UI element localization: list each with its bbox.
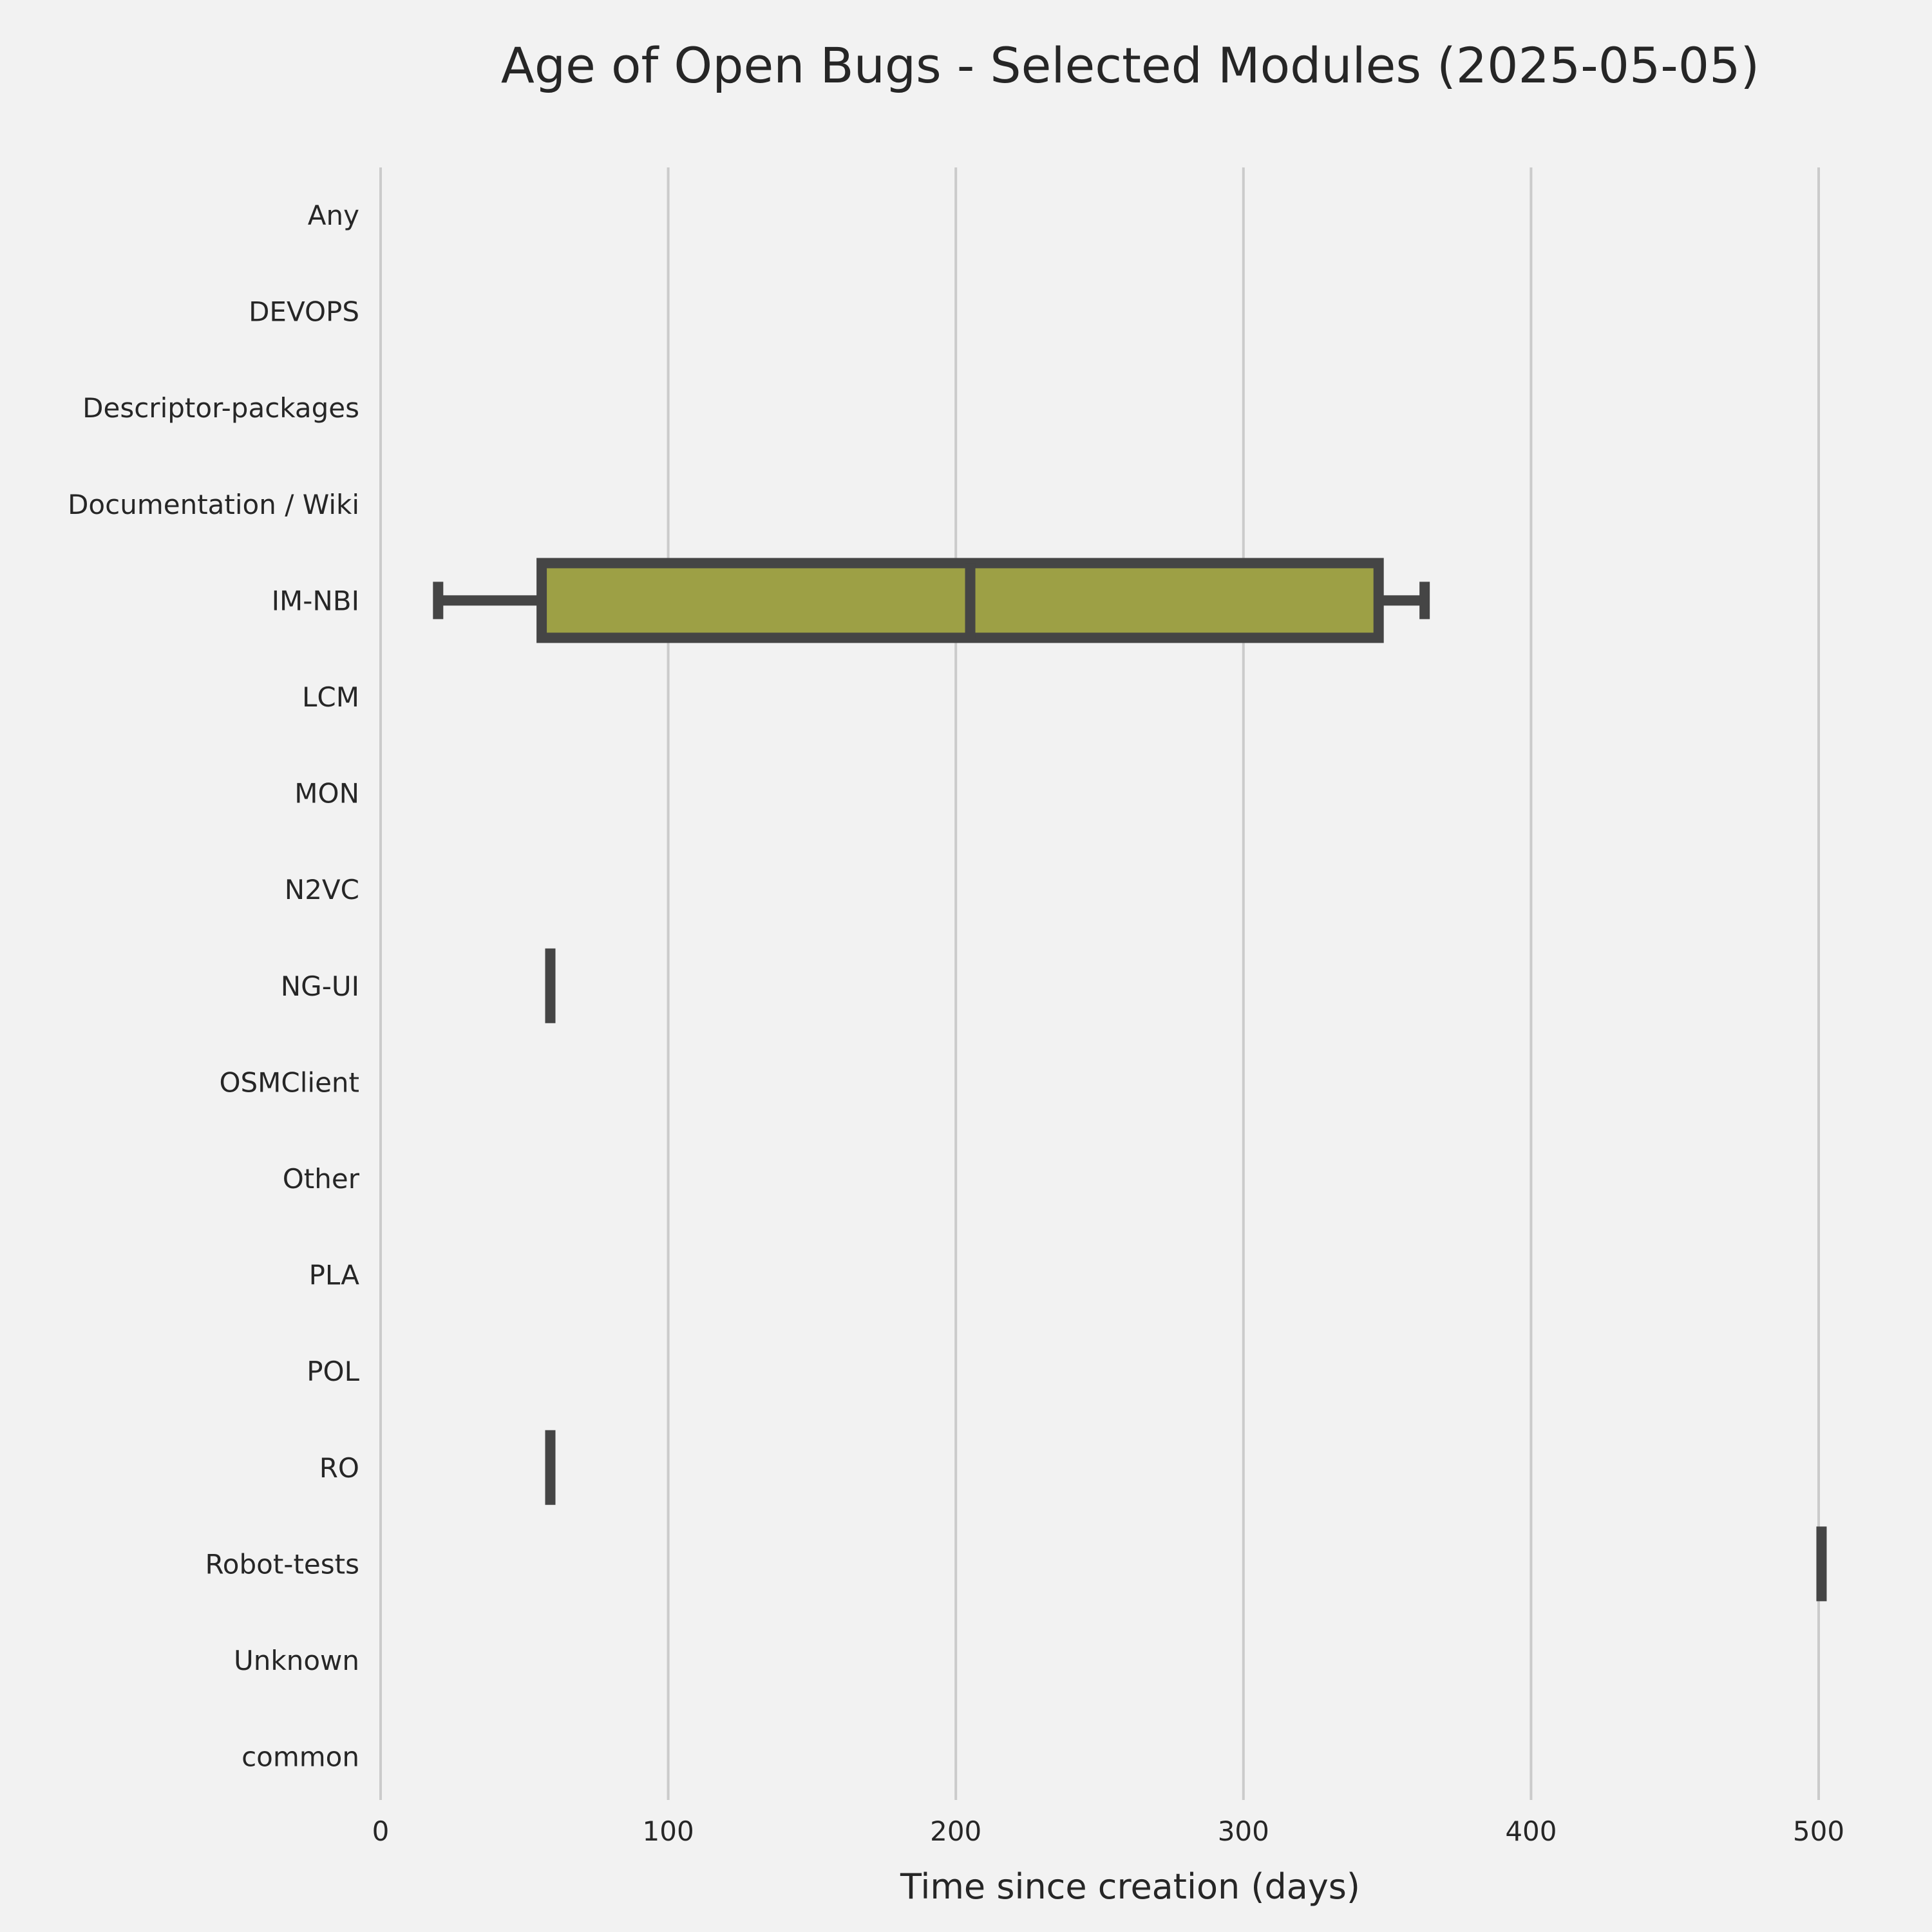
y-tick-label-unknown: Unknown bbox=[234, 1645, 359, 1676]
x-tick-label-400: 400 bbox=[1505, 1815, 1557, 1847]
box-iqr bbox=[536, 558, 1384, 643]
y-tick-label-ng-ui: NG-UI bbox=[281, 971, 359, 1002]
x-tick-label-500: 500 bbox=[1793, 1815, 1844, 1847]
y-tick-label-mon: MON bbox=[294, 778, 359, 810]
box-im-nbi bbox=[433, 558, 1430, 643]
y-tick-label-osmclient: OSMClient bbox=[219, 1066, 359, 1098]
gridlines bbox=[379, 167, 1820, 1800]
y-tick-label-any: Any bbox=[308, 200, 359, 231]
x-tick-label-100: 100 bbox=[643, 1815, 694, 1847]
boxes bbox=[433, 558, 1827, 1602]
y-tick-label-other: Other bbox=[283, 1163, 360, 1195]
x-tick-label-300: 300 bbox=[1218, 1815, 1269, 1847]
x-tick-label-0: 0 bbox=[372, 1815, 390, 1847]
y-tick-labels: Any DEVOPS Descriptor-packages Documentatio… bbox=[68, 200, 360, 1773]
y-tick-label-common: common bbox=[242, 1741, 359, 1773]
y-tick-label-devops: DEVOPS bbox=[249, 296, 359, 328]
y-tick-label-pol: POL bbox=[307, 1356, 359, 1387]
y-tick-label-documentation-wiki: Documentation / Wiki bbox=[68, 489, 359, 520]
y-tick-label-pla: PLA bbox=[309, 1260, 360, 1291]
y-tick-label-robot-tests: Robot-tests bbox=[205, 1548, 359, 1580]
y-tick-label-im-nbi: IM-NBI bbox=[272, 585, 359, 616]
x-tick-labels: 0 100 200 300 400 500 bbox=[372, 1815, 1844, 1847]
y-tick-label-lcm: LCM bbox=[302, 681, 359, 713]
y-tick-label-ro: RO bbox=[319, 1452, 359, 1484]
y-tick-label-descriptor-packages: Descriptor-packages bbox=[82, 392, 359, 424]
x-axis-label: Time since creation (days) bbox=[900, 1866, 1360, 1907]
x-tick-label-200: 200 bbox=[930, 1815, 981, 1847]
chart-title: Age of Open Bugs - Selected Modules (202… bbox=[501, 37, 1759, 94]
y-tick-label-n2vc: N2VC bbox=[285, 874, 359, 905]
